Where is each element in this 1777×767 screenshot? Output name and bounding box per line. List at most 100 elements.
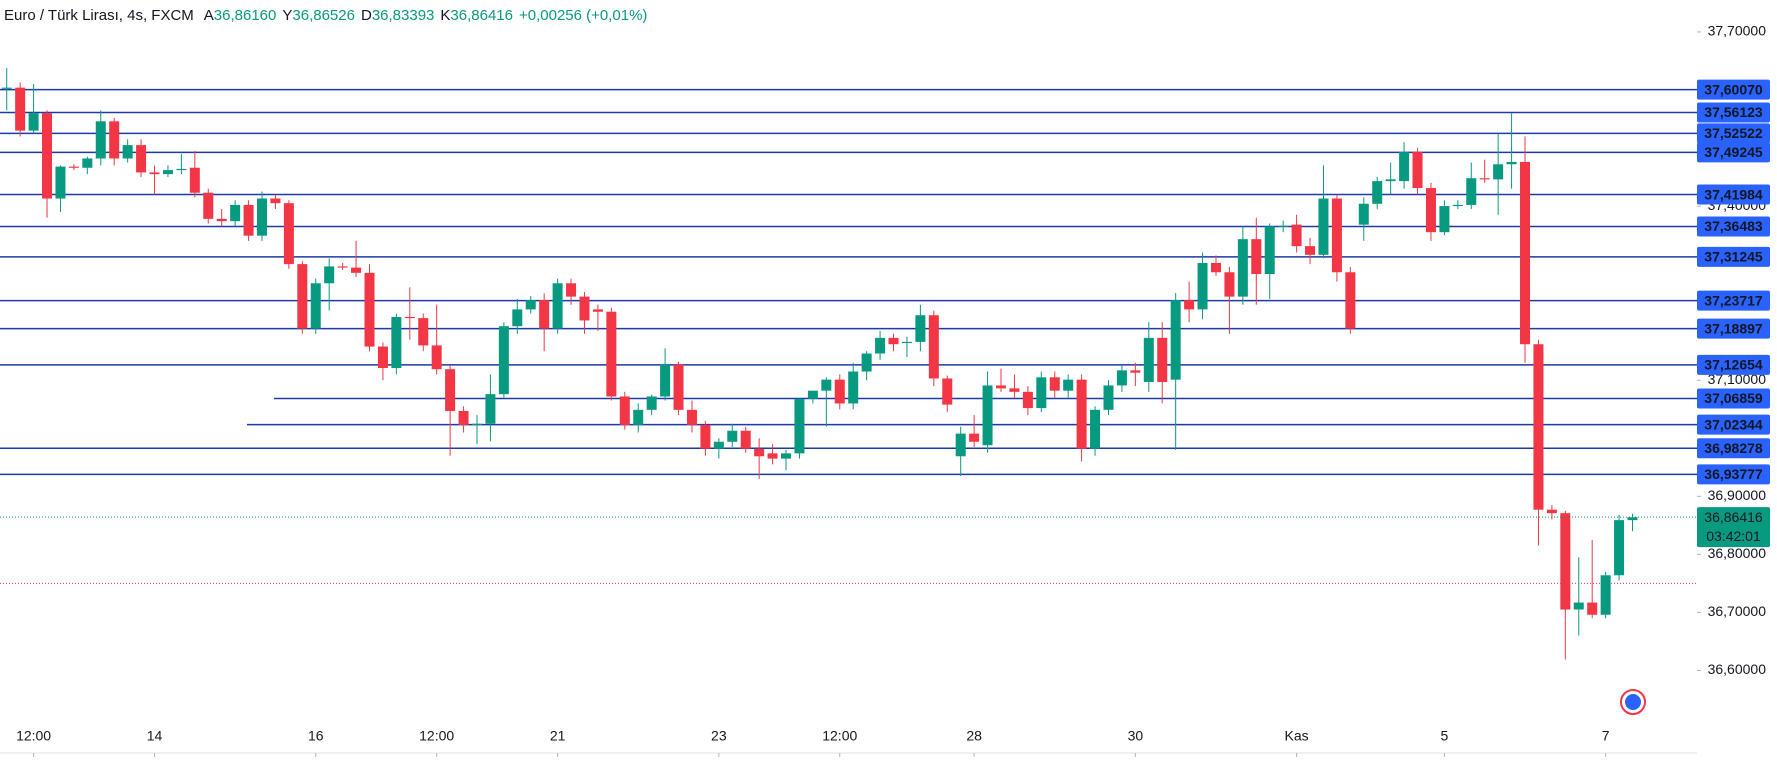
title: Euro / Türk Lirası, 4s, FXCM: [4, 7, 194, 24]
candle-body: [391, 316, 402, 369]
candle-body: [216, 218, 227, 222]
candle-body: [1116, 370, 1127, 386]
candle-body: [727, 430, 738, 442]
candle-body: [1049, 377, 1060, 391]
candle-body: [1560, 513, 1571, 610]
candle-body: [901, 341, 912, 344]
candle-body: [713, 441, 724, 449]
candle-body: [512, 309, 523, 327]
candle-body: [1466, 178, 1477, 205]
ohlc-value: 36,86160: [214, 7, 277, 24]
candle-body: [1452, 204, 1463, 207]
level-label-box: [1697, 388, 1770, 409]
level-label-box: [1697, 290, 1770, 311]
candle-body: [660, 364, 671, 397]
candle-body: [1076, 379, 1087, 449]
candle-body: [1237, 239, 1248, 297]
candle-body: [781, 453, 792, 459]
candle-body: [1278, 225, 1289, 227]
current-price-box: [1697, 507, 1770, 548]
candle-body: [82, 158, 93, 168]
candle-body: [633, 409, 644, 425]
candle-body: [1170, 300, 1181, 380]
candle-body: [283, 203, 294, 265]
level-label: 36,93777: [1704, 466, 1763, 482]
candle-body: [686, 409, 697, 425]
ohlc-value: 36,83393: [372, 7, 435, 24]
candle-body: [498, 326, 509, 395]
icon-core[interactable]: [1625, 694, 1641, 710]
candle-body: [458, 410, 469, 425]
candle-body: [1224, 272, 1235, 297]
y-tick-label: 36,80000: [1708, 545, 1767, 561]
change: +0,00256 (+0,01%): [519, 7, 647, 24]
replay-icon[interactable]: [1620, 689, 1646, 715]
candle-body: [1412, 152, 1423, 189]
candle-body: [297, 264, 308, 329]
candle-body: [162, 170, 173, 175]
candle-body: [1063, 379, 1074, 391]
candle-body: [95, 121, 106, 159]
candle-body: [1143, 337, 1154, 382]
level-label-box: [1697, 79, 1770, 100]
candle-body: [955, 433, 966, 457]
level-label-box: [1697, 414, 1770, 435]
x-tick-label: 30: [1128, 728, 1144, 744]
candle-body: [754, 448, 765, 457]
candle-body: [1210, 262, 1221, 273]
level-label: 37,49245: [1704, 144, 1763, 160]
candle-body: [700, 424, 711, 449]
candle-body: [848, 371, 859, 404]
candle-body: [807, 390, 818, 399]
candle-body: [337, 266, 348, 268]
candle-body: [821, 379, 832, 391]
level-label: 37,41984: [1704, 186, 1763, 202]
candle-body: [471, 423, 482, 425]
candle-body: [1506, 161, 1517, 165]
candle-body: [1385, 179, 1396, 182]
ohlc-value: 36,86526: [292, 7, 355, 24]
candle-body: [606, 311, 617, 397]
header: Euro / Türk Lirası, 4s, FXCM A36,86160 Y36…: [4, 7, 647, 24]
candle-body: [834, 379, 845, 404]
level-label: 37,31245: [1704, 249, 1763, 265]
candle-body: [915, 315, 926, 342]
candle-body: [888, 337, 899, 345]
candle-body: [136, 145, 147, 173]
candle-body: [1036, 377, 1047, 409]
candle-body: [431, 345, 442, 370]
level-label-box: [1697, 354, 1770, 375]
countdown: 03:42:01: [1706, 528, 1761, 544]
candle-body: [1614, 520, 1625, 576]
level-label-box: [1697, 184, 1770, 205]
level-label: 37,56123: [1704, 104, 1763, 120]
level-label-box: [1697, 142, 1770, 163]
candle-body: [55, 166, 66, 199]
candle-body: [861, 353, 872, 372]
candle-body: [68, 166, 79, 168]
candle-body: [149, 172, 160, 175]
candle-body: [109, 121, 120, 159]
y-tick-label: 36,70000: [1708, 603, 1767, 619]
candle-body: [1546, 509, 1557, 514]
candle-body: [1318, 198, 1329, 255]
candle-body: [364, 272, 375, 347]
candle-body: [42, 113, 53, 199]
candle-body: [1157, 337, 1168, 382]
x-tick-label: 21: [550, 728, 566, 744]
ohlc-value: 36,86416: [450, 7, 513, 24]
candle-body: [1345, 272, 1356, 329]
candle-body: [351, 267, 362, 273]
candle-body: [445, 369, 456, 411]
candle-body: [1022, 391, 1033, 409]
candle-body: [1479, 178, 1490, 180]
level-label: 36,98278: [1704, 440, 1763, 456]
level-label: 37,23717: [1704, 292, 1763, 308]
level-label: 37,36483: [1704, 218, 1763, 234]
candle-body: [1533, 344, 1544, 510]
candle-body: [1264, 226, 1275, 274]
candle-body: [1305, 246, 1316, 255]
